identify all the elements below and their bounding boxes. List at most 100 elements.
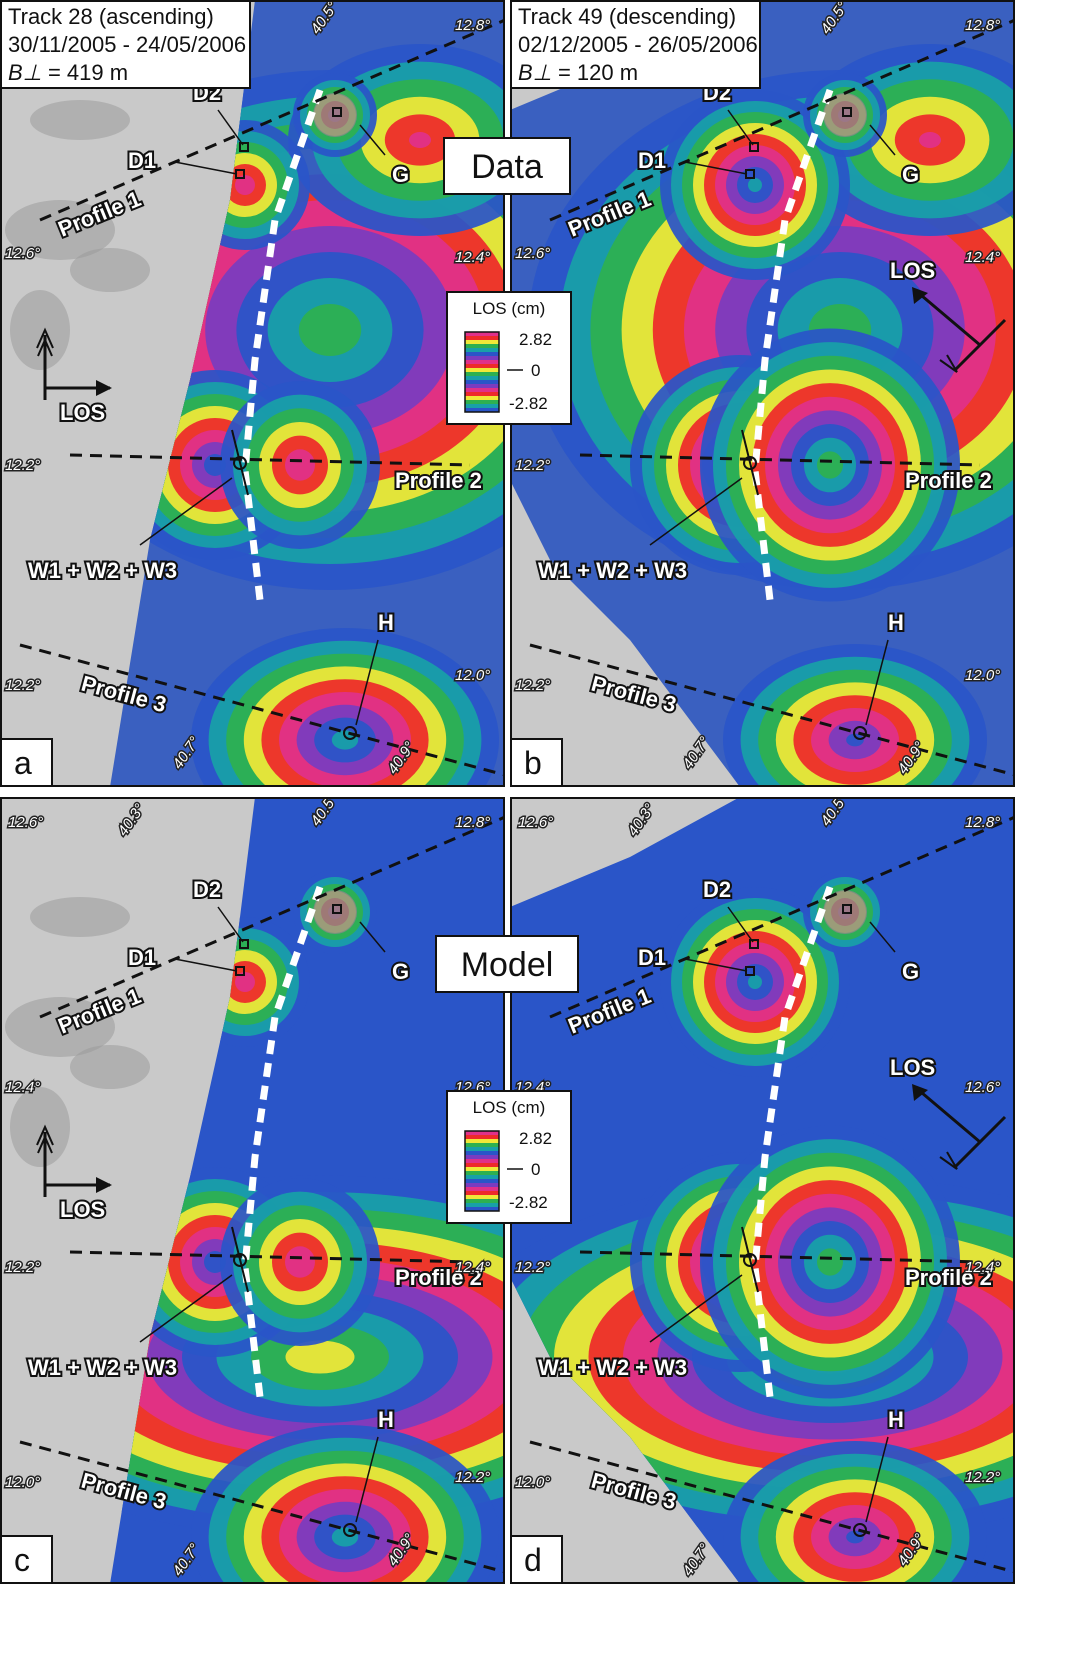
fringes-w-east: [700, 328, 960, 602]
label-h: H: [378, 610, 394, 635]
panel-header: Track 49 (descending) 02/12/2005 - 26/05/…: [510, 0, 761, 89]
profile-3-line: [529, 1440, 1015, 1574]
header-baseline: B⊥ = 419 m: [8, 60, 128, 85]
panel-letter: b: [510, 738, 563, 787]
relief-shading: [30, 897, 130, 937]
fringes-h: [723, 1441, 987, 1584]
label-d1: D1: [128, 148, 156, 173]
relief-shading: [70, 248, 150, 292]
relief-shading: [70, 1045, 150, 1089]
header-dates: 02/12/2005 - 26/05/2006: [518, 32, 758, 57]
source-w-marker: [233, 456, 247, 470]
profile-3-line: [19, 1440, 505, 1574]
label-h: H: [888, 1407, 904, 1432]
graticule-label: 12.6°: [8, 814, 43, 831]
graticule-label: 12.4°: [965, 1259, 1000, 1276]
graticule-label: 12.0°: [965, 667, 1000, 684]
panel-letter: a: [0, 738, 53, 787]
legend-max: 2.82: [519, 1129, 552, 1148]
graticule-label: 12.8°: [455, 814, 490, 831]
rift-axis-line: [751, 88, 834, 601]
legend-mid: 0: [531, 1160, 540, 1179]
panel-letter: c: [0, 1535, 53, 1584]
label-profile-2: Profile 2: [905, 468, 992, 493]
graticule-label: 12.2°: [515, 457, 550, 474]
graticule-label: 12.8°: [965, 17, 1000, 34]
header-track: Track 28 (ascending): [8, 4, 214, 29]
graticule-label: 12.2°: [5, 1259, 40, 1276]
legend-max: 2.82: [519, 330, 552, 349]
label-profile-2: Profile 2: [905, 1265, 992, 1290]
label-w1-w2-w3: W1 + W2 + W3: [28, 1355, 177, 1380]
label-h: H: [378, 1407, 394, 1432]
profile-1-line: [549, 815, 1015, 1019]
profile-1-line: [39, 18, 505, 222]
interferogram-map: [510, 797, 1015, 1584]
legend-title: LOS (cm): [473, 1098, 546, 1117]
los-arrow: [36, 327, 112, 400]
data-label-box: Data: [443, 137, 571, 195]
graticule-label: 12.2°: [5, 677, 40, 694]
profile-2-line: [69, 453, 471, 467]
los-legend-top: LOS (cm) 2.82 0 -2.82: [446, 291, 572, 425]
graticule-label: 12.0°: [5, 1474, 40, 1491]
panel-letter-text: c: [14, 1542, 30, 1578]
graticule-label: 12.4°: [965, 249, 1000, 266]
fringes-h: [723, 644, 987, 787]
graticule-label: 12.4°: [5, 1079, 40, 1096]
legend-min: -2.82: [509, 394, 548, 413]
source-w-marker: [743, 1253, 757, 1267]
profile-3-line: [19, 643, 505, 777]
los-arrow: [912, 1084, 1007, 1170]
panel-letter: d: [510, 1535, 563, 1584]
panel-letter-text: a: [14, 745, 32, 781]
legend-min: -2.82: [509, 1193, 548, 1212]
profile-2-line: [69, 1250, 471, 1264]
legend-color-bar: [464, 331, 500, 413]
fringes-w-east: [220, 381, 380, 549]
label-los: LOS: [60, 400, 105, 425]
interferogram-map: [0, 797, 505, 1584]
interferogram-swath: [510, 0, 1015, 787]
label-w1-w2-w3: W1 + W2 + W3: [28, 558, 177, 583]
panel-letter-text: b: [524, 745, 542, 781]
fringes-h: [191, 1425, 499, 1584]
label-d2: D2: [703, 877, 731, 902]
fringes-h: [191, 628, 499, 787]
model-label-box: Model: [435, 935, 579, 993]
graticule-label: 12.8°: [965, 814, 1000, 831]
los-arrow: [912, 287, 1007, 373]
label-profile-2: Profile 2: [395, 468, 482, 493]
profile-1-line: [549, 18, 1015, 222]
graticule-label: 12.2°: [515, 677, 550, 694]
source-g-marker: [842, 107, 852, 117]
label-h: H: [888, 610, 904, 635]
relief-shading: [30, 100, 130, 140]
label-los: LOS: [60, 1197, 105, 1222]
source-d2-marker: [239, 939, 249, 949]
rift-axis-line: [751, 885, 834, 1398]
interferogram-swath: [510, 797, 1015, 1584]
graticule-label: 12.2°: [5, 457, 40, 474]
source-h-marker: [343, 726, 357, 740]
label-g: G: [902, 959, 919, 984]
relief-shading: [5, 997, 115, 1057]
graticule-label: 12.2°: [455, 1469, 490, 1486]
source-w-marker: [743, 456, 757, 470]
source-g-marker: [842, 904, 852, 914]
label-w1-w2-w3: W1 + W2 + W3: [538, 558, 687, 583]
label-d1: D1: [128, 945, 156, 970]
relief-shading: [10, 290, 70, 370]
fringes-w-east: [220, 1178, 380, 1346]
data-label: Data: [471, 148, 543, 186]
source-d2-marker: [749, 939, 759, 949]
panel-header: Track 28 (ascending) 30/11/2005 - 24/05/2…: [0, 0, 251, 89]
header-track: Track 49 (descending): [518, 4, 736, 29]
fringes-d: [660, 887, 850, 1077]
